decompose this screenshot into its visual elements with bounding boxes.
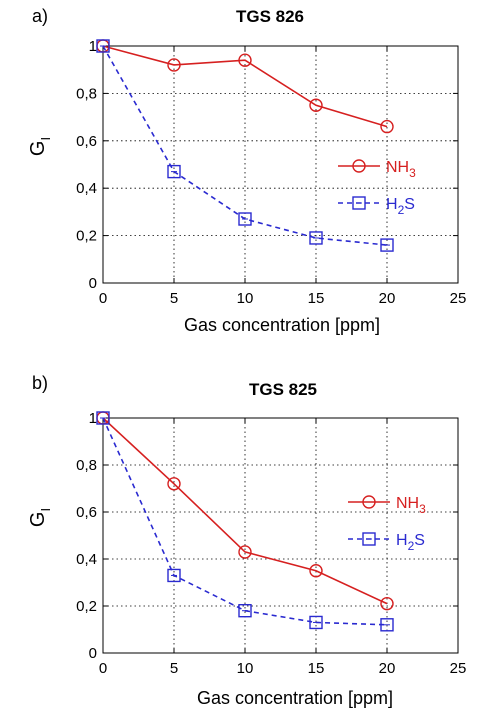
chart1-series0-point <box>309 564 323 578</box>
chart0-legend-marker-1 <box>352 196 366 210</box>
chart0-x-axis-label: Gas concentration [ppm] <box>184 315 380 335</box>
chart0-series0-point <box>167 58 181 72</box>
chart1-series1-point <box>380 618 394 632</box>
chart0-y-axis-label: GI <box>27 137 53 156</box>
chart1-legend-marker-0 <box>362 495 376 509</box>
chart-panel-a: 0 5 10 15 20 25 0 0,2 0,4 0,6 0,8 1 TGS 826 a) Gas con… <box>27 6 467 335</box>
chart0-series0-point <box>238 53 252 67</box>
chart0-y-tick-label: 0 <box>89 275 97 292</box>
chart1-y-tick-label: 1 <box>89 410 97 427</box>
chart1-y-tick-label: 0,4 <box>76 551 97 568</box>
chart1-panel-label: b) <box>32 373 48 393</box>
chart0-y-tick-label: 0,4 <box>76 180 97 197</box>
chart0-x-tick-label: 15 <box>308 290 325 307</box>
chart0-plot-frame <box>102 45 459 284</box>
chart0-x-tick-label: 20 <box>379 290 396 307</box>
chart0-y-tick-label: 0,6 <box>76 133 97 150</box>
chart1-y-axis-label: GI <box>27 508 53 527</box>
chart0-legend-label-1: H2S <box>386 196 415 217</box>
chart1-series1-point <box>309 615 323 630</box>
chart1-legend-label-1: H2S <box>396 532 425 553</box>
chart0-series0-point <box>309 98 323 112</box>
chart1-y-tick-label: 0,8 <box>76 457 97 474</box>
chart1-x-tick-label: 5 <box>170 660 178 677</box>
chart1-x-tick-label: 10 <box>237 660 254 677</box>
chart-panel-b: 0 5 10 15 20 25 0 0,2 0,4 0,6 0,8 1 TGS 825 b) Gas con… <box>0 359 482 718</box>
chart0-series-line-0 <box>102 45 388 128</box>
chart0-y-tick-label: 1 <box>89 38 97 55</box>
chart1-series0-point <box>167 477 181 491</box>
chart0-series0-point <box>380 119 394 134</box>
chart0-x-tick-label: 10 <box>237 290 254 307</box>
chart1-series1-point <box>96 411 110 425</box>
chart0-series1-point <box>238 212 252 226</box>
chart1-title: TGS 825 <box>249 380 317 399</box>
chart0-legend-label-0: NH3 <box>386 159 416 180</box>
chart1-y-tick-label: 0,2 <box>76 598 97 615</box>
chart1-legend-marker-1 <box>362 532 376 546</box>
chart1-legend-label-0: NH3 <box>396 495 426 516</box>
chart1-plot-frame <box>102 417 459 654</box>
chart1-x-tick-label: 15 <box>308 660 325 677</box>
chart0-series1-point <box>96 39 110 53</box>
chart0-x-tick-label: 5 <box>170 290 178 307</box>
chart0-series1-point <box>167 164 181 179</box>
chart1-x-tick-label: 25 <box>450 660 467 677</box>
chart1-series1-point <box>238 603 252 618</box>
chart0-y-tick-label: 0,8 <box>76 85 97 102</box>
chart-a-svg: 0 5 10 15 20 25 0 0,2 0,4 0,6 0,8 1 TGS 826 a) Gas con… <box>27 6 467 335</box>
chart0-y-tick-label: 0,2 <box>76 228 97 245</box>
chart0-x-tick-label: 25 <box>450 290 467 307</box>
chart-b-svg: 0 5 10 15 20 25 0 0,2 0,4 0,6 0,8 1 TGS 825 b) Gas con… <box>27 373 467 708</box>
chart1-series0-point <box>238 545 252 559</box>
chart1-x-tick-label: 0 <box>99 660 107 677</box>
chart1-y-tick-label: 0 <box>89 645 97 662</box>
chart0-x-tick-label: 0 <box>99 290 107 307</box>
chart1-y-tick-label: 0,6 <box>76 504 97 521</box>
chart0-title: TGS 826 <box>236 7 304 26</box>
chart1-x-tick-label: 20 <box>379 660 396 677</box>
chart1-series-line-0 <box>102 417 388 605</box>
chart0-legend-marker-0 <box>352 159 366 173</box>
chart0-series1-point <box>309 231 323 245</box>
chart1-x-axis-label: Gas concentration [ppm] <box>197 688 393 708</box>
chart1-series1-point <box>167 568 181 583</box>
chart1-series0-point <box>380 596 394 611</box>
chart0-series1-point <box>380 238 394 252</box>
chart0-panel-label: a) <box>32 6 48 26</box>
